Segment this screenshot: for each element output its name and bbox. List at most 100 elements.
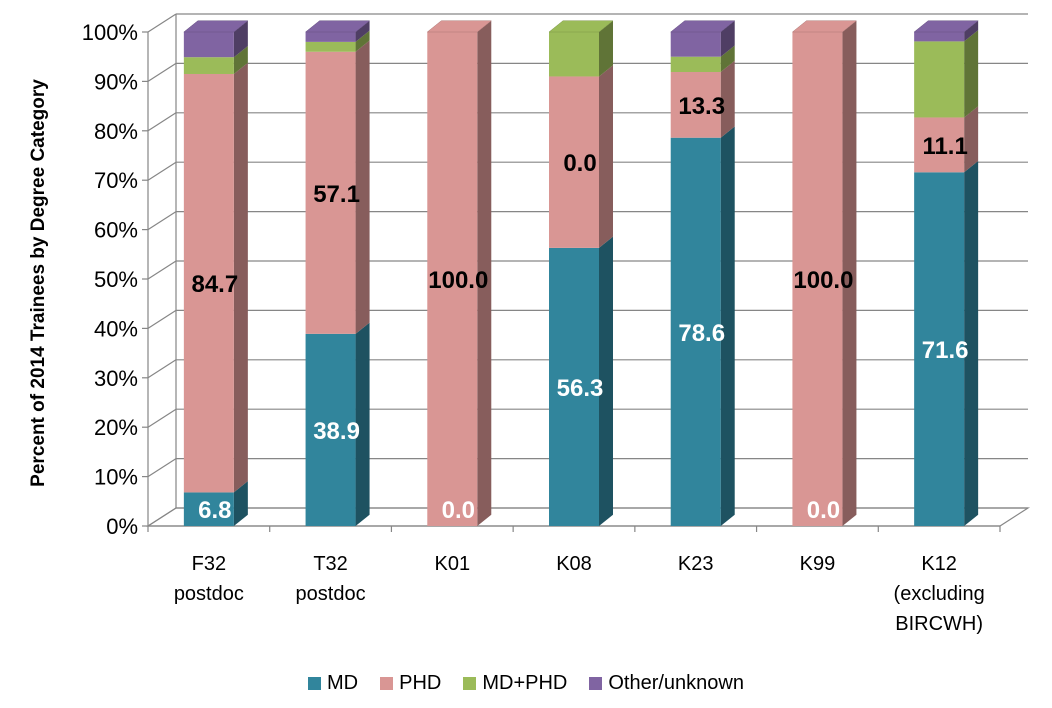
bar-segment-md-phd — [914, 41, 965, 118]
legend-item: MD — [308, 672, 358, 695]
legend-swatch — [308, 677, 321, 690]
gridline-side — [147, 62, 177, 82]
bar-top-face — [426, 20, 492, 33]
y-tick-label: 50% — [94, 267, 138, 292]
bar-segment-md — [183, 492, 234, 526]
x-tick-label: K01 — [434, 553, 470, 575]
legend-swatch — [380, 677, 394, 690]
x-tick-label: K12 — [921, 553, 957, 575]
bar-top-face — [791, 20, 858, 33]
bar-segment-side — [964, 106, 979, 173]
bar-segment-side — [599, 236, 613, 527]
bar-segment-side — [842, 20, 857, 526]
bar-segment-other-unknown — [305, 32, 356, 42]
bar-segment-side — [599, 20, 613, 77]
gridline-side — [147, 408, 177, 428]
bar-segment-md — [305, 333, 356, 526]
y-tick-label: 40% — [94, 316, 138, 341]
data-label: 100.0 — [428, 267, 488, 294]
bar-segment-side — [355, 20, 370, 42]
bars — [183, 20, 979, 527]
data-label: 57.1 — [313, 181, 360, 208]
bar-segment-side — [233, 481, 248, 526]
bar-segment-side — [599, 65, 613, 248]
gridline-side — [147, 260, 177, 280]
x-tick-label: T32 — [313, 553, 347, 575]
legend-item: Other/unknown — [589, 672, 744, 695]
bar-segment-other-unknown — [183, 32, 234, 58]
bar-segment-side — [964, 161, 979, 526]
x-tick-label: K08 — [556, 553, 592, 575]
data-label: 78.6 — [678, 320, 725, 347]
x-tick-label: (excluding — [894, 583, 985, 605]
gridline-side — [147, 458, 177, 478]
bar-segment-md — [670, 137, 721, 526]
y-tick-label: 20% — [94, 415, 138, 440]
bar-segment-side — [233, 45, 248, 74]
bar-segment-side — [964, 30, 979, 118]
data-label: 6.8 — [198, 497, 231, 524]
bar-segment-phd — [670, 72, 721, 138]
chart-legend: MD PHD MD+PHD Other/unknown — [0, 672, 1052, 695]
bar-segment-side — [964, 20, 979, 42]
bar-segment-other-unknown — [914, 32, 965, 42]
legend-label: MD — [327, 672, 359, 694]
bar-segment-other-unknown — [670, 32, 721, 57]
y-tick-label: 80% — [94, 119, 138, 144]
bar-segment-phd — [549, 76, 599, 248]
bar-segment-phd — [427, 32, 478, 526]
legend-label: MD+PHD — [482, 672, 568, 694]
bar-segment-md-phd — [670, 56, 721, 73]
x-tick-label: BIRCWH) — [895, 613, 983, 635]
bar-segment-side — [720, 45, 735, 73]
legend-item: PHD — [380, 672, 441, 695]
x-tick-label: K99 — [800, 553, 836, 575]
legend-item: MD+PHD — [463, 672, 567, 695]
x-tick-label: postdoc — [296, 583, 366, 605]
y-tick-label: 10% — [94, 465, 138, 490]
bar-segment-side — [355, 30, 370, 52]
bar-segment-side — [720, 20, 735, 57]
y-tick-label: 30% — [94, 366, 138, 391]
data-label: 84.7 — [191, 271, 238, 298]
bar-segment-phd — [792, 32, 843, 526]
bar-top-face — [183, 20, 249, 33]
bar-segment-side — [233, 20, 248, 58]
bar-segment-md — [549, 247, 599, 527]
data-label: 13.3 — [678, 93, 725, 120]
bar-segment-side — [355, 322, 370, 526]
bar-segment-md — [914, 172, 965, 526]
bar-top-face — [548, 20, 614, 33]
gridline-side — [147, 309, 177, 329]
gridline-side — [147, 359, 177, 379]
legend-label: Other/unknown — [608, 672, 744, 694]
bar-segment-md-phd — [549, 32, 599, 77]
y-tick-label: 70% — [94, 168, 138, 193]
bar-segment-phd — [914, 117, 965, 173]
data-label: 100.0 — [793, 267, 853, 294]
x-tick-label: F32 — [192, 553, 226, 575]
bar-segment-md-phd — [305, 41, 356, 52]
data-label: 56.3 — [557, 375, 604, 402]
data-label: 11.1 — [922, 133, 967, 160]
data-label: 38.9 — [313, 418, 360, 445]
legend-swatch — [589, 677, 603, 690]
bar-segment-side — [233, 62, 248, 493]
bar-segment-phd — [183, 73, 234, 493]
x-tick-label: postdoc — [174, 583, 244, 605]
y-axis-title: Percent of 2014 Trainees by Degree Categ… — [28, 79, 49, 487]
bar-segment-side — [477, 20, 492, 526]
bar-segment-side — [720, 126, 735, 526]
data-label: 0.0 — [563, 150, 596, 177]
y-tick-label: 90% — [94, 69, 138, 94]
bar-segment-md-phd — [183, 57, 234, 74]
bar-segment-phd — [305, 51, 356, 334]
bar-top-face — [913, 20, 979, 33]
gridline-side — [147, 13, 177, 33]
bar-top-face — [304, 20, 371, 33]
data-label: 0.0 — [807, 497, 840, 524]
x-tick-label: K23 — [678, 553, 714, 575]
y-tick-label: 0% — [106, 514, 138, 539]
